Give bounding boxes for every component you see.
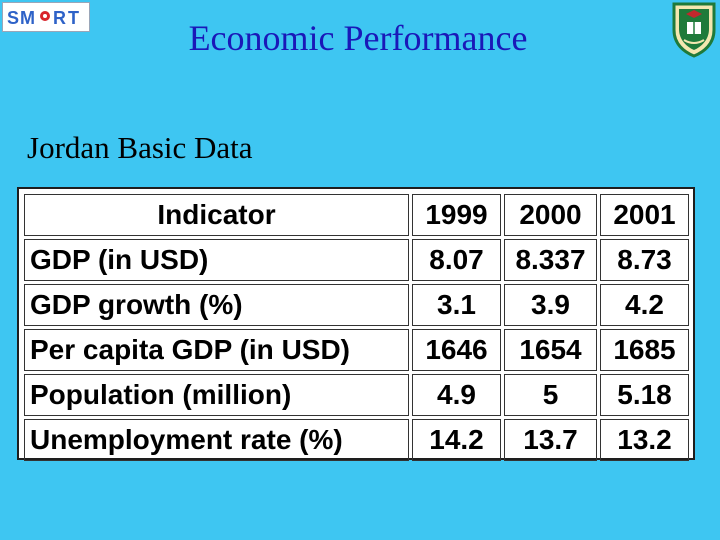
column-header-indicator: Indicator	[24, 194, 409, 236]
university-seal-logo	[668, 0, 720, 58]
table-row: GDP (in USD) 8.07 8.337 8.73	[24, 239, 689, 281]
row-label: Population (million)	[24, 374, 409, 416]
basic-data-table: Indicator 1999 2000 2001 GDP (in USD) 8.…	[21, 191, 692, 464]
smart-logo: S M R T	[2, 2, 90, 32]
cell-value: 8.337	[504, 239, 597, 281]
cell-value: 3.9	[504, 284, 597, 326]
table-row: GDP growth (%) 3.1 3.9 4.2	[24, 284, 689, 326]
row-label: GDP (in USD)	[24, 239, 409, 281]
svg-text:S: S	[7, 8, 19, 28]
row-label: GDP growth (%)	[24, 284, 409, 326]
cell-value: 14.2	[412, 419, 501, 461]
cell-value: 13.2	[600, 419, 689, 461]
cell-value: 4.9	[412, 374, 501, 416]
table-header-row: Indicator 1999 2000 2001	[24, 194, 689, 236]
svg-text:R: R	[53, 8, 66, 28]
row-label: Per capita GDP (in USD)	[24, 329, 409, 371]
column-header-1999: 1999	[412, 194, 501, 236]
cell-value: 8.07	[412, 239, 501, 281]
column-header-2001: 2001	[600, 194, 689, 236]
cell-value: 1646	[412, 329, 501, 371]
cell-value: 5	[504, 374, 597, 416]
smart-logo-icon: S M R T	[7, 8, 79, 28]
column-header-2000: 2000	[504, 194, 597, 236]
cell-value: 8.73	[600, 239, 689, 281]
page-title: Economic Performance	[188, 18, 528, 58]
seal-icon	[672, 2, 716, 58]
table-row: Population (million) 4.9 5 5.18	[24, 374, 689, 416]
cell-value: 1685	[600, 329, 689, 371]
cell-value: 3.1	[412, 284, 501, 326]
row-label: Unemployment rate (%)	[24, 419, 409, 461]
data-table-container: Indicator 1999 2000 2001 GDP (in USD) 8.…	[17, 187, 695, 461]
svg-text:T: T	[68, 8, 79, 28]
svg-text:M: M	[20, 8, 35, 28]
table-row: Unemployment rate (%) 14.2 13.7 13.2	[24, 419, 689, 461]
table-row: Per capita GDP (in USD) 1646 1654 1685	[24, 329, 689, 371]
cell-value: 13.7	[504, 419, 597, 461]
section-subtitle: Jordan Basic Data	[27, 130, 253, 165]
cell-value: 5.18	[600, 374, 689, 416]
cell-value: 1654	[504, 329, 597, 371]
cell-value: 4.2	[600, 284, 689, 326]
